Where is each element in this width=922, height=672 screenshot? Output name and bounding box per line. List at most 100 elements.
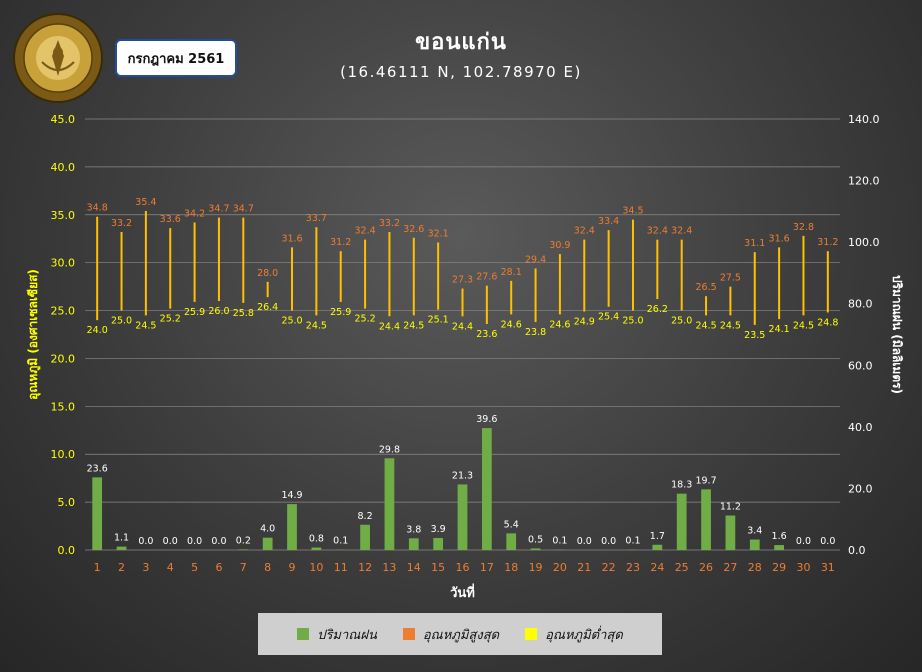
x-tick-label: 3: [142, 561, 149, 574]
y-right-tick-label: 60.0: [848, 359, 873, 372]
x-tick-label: 6: [215, 561, 222, 574]
rain-bar: [774, 545, 784, 550]
max-temp-label: 32.4: [671, 226, 692, 237]
y-left-tick-label: 45.0: [51, 113, 76, 126]
y-right-tick-label: 140.0: [848, 113, 880, 126]
month-label: กรกฎาคม 2561: [115, 39, 237, 77]
rain-bar: [238, 549, 249, 550]
rain-data-label: 3.4: [747, 526, 762, 537]
legend-item-min-temp: อุณหภูมิต่ำสุด: [525, 624, 623, 645]
rain-data-label: 3.9: [431, 524, 446, 535]
max-temp-label: 34.7: [208, 204, 229, 215]
y-right-tick-label: 120.0: [848, 175, 880, 188]
min-temp-label: 26.4: [257, 302, 278, 313]
rain-bar: [262, 537, 273, 550]
y-left-tick-label: 15.0: [51, 400, 76, 413]
y-left-tick-label: 0.0: [58, 544, 76, 557]
rain-bar: [652, 544, 663, 550]
min-temp-label: 24.5: [793, 320, 814, 331]
rain-data-label: 1.1: [114, 533, 129, 544]
min-temp-label: 24.4: [379, 321, 400, 332]
legend-swatch-max-temp: [402, 628, 415, 640]
rain-data-label: 0.2: [236, 535, 251, 546]
min-temp-label: 25.9: [184, 307, 205, 318]
rain-bar: [725, 515, 736, 550]
min-temp-label: 23.8: [525, 327, 546, 338]
x-tick-label: 23: [626, 561, 640, 574]
x-tick-label: 25: [675, 561, 689, 574]
min-temp-label: 24.5: [720, 320, 741, 331]
rain-bar: [92, 477, 103, 550]
max-temp-label: 26.5: [695, 282, 716, 293]
min-temp-label: 24.0: [87, 325, 108, 336]
rain-data-label: 8.2: [358, 511, 373, 522]
rain-data-label: 0.0: [163, 536, 178, 547]
min-temp-label: 26.2: [647, 304, 668, 315]
max-temp-label: 32.4: [574, 226, 595, 237]
y-right-tick-label: 100.0: [848, 236, 880, 249]
rain-data-label: 5.4: [504, 519, 519, 530]
rain-data-label: 0.5: [528, 534, 543, 545]
y-left-tick-label: 35.0: [51, 209, 76, 222]
min-temp-label: 25.2: [355, 314, 376, 325]
x-tick-label: 19: [529, 561, 543, 574]
max-temp-label: 33.7: [306, 213, 327, 224]
x-tick-label: 21: [577, 561, 591, 574]
min-temp-label: 24.6: [549, 319, 570, 330]
x-tick-label: 2: [118, 561, 125, 574]
min-temp-label: 25.8: [233, 308, 254, 319]
y-left-tick-label: 25.0: [51, 305, 76, 318]
min-temp-label: 24.5: [695, 320, 716, 331]
max-temp-label: 28.0: [257, 268, 278, 279]
min-temp-label: 25.9: [330, 307, 351, 318]
min-temp-label: 25.0: [671, 316, 692, 327]
min-temp-label: 26.0: [208, 306, 229, 317]
rain-data-label: 0.0: [138, 536, 153, 547]
rain-bar: [408, 538, 419, 550]
x-tick-label: 9: [289, 561, 296, 574]
x-tick-label: 12: [358, 561, 372, 574]
x-tick-label: 22: [602, 561, 616, 574]
rain-data-label: 19.7: [695, 475, 716, 486]
min-temp-label: 24.6: [501, 319, 522, 330]
y-left-tick-label: 40.0: [51, 161, 76, 174]
rain-bar: [481, 428, 492, 550]
legend-swatch-min-temp: [525, 628, 538, 640]
legend-item-rain: ปริมาณฝน: [297, 624, 377, 645]
x-axis-title: วันที่: [450, 583, 475, 601]
min-temp-label: 24.5: [403, 320, 424, 331]
legend-swatch-rain: [297, 628, 310, 640]
x-tick-label: 14: [407, 561, 421, 574]
x-tick-label: 13: [382, 561, 396, 574]
legend-item-max-temp: อุณหภูมิสูงสุด: [402, 624, 500, 645]
rain-data-label: 0.1: [625, 536, 640, 547]
rain-bar: [433, 537, 444, 550]
x-tick-label: 24: [650, 561, 664, 574]
y-left-tick-label: 30.0: [51, 257, 76, 270]
x-tick-label: 29: [772, 561, 786, 574]
rain-bar: [287, 504, 297, 550]
min-temp-label: 23.6: [476, 329, 497, 340]
legend-label-max-temp: อุณหภูมิสูงสุด: [422, 627, 500, 643]
rain-data-label: 18.3: [671, 480, 692, 491]
x-tick-label: 28: [748, 561, 762, 574]
max-temp-label: 35.4: [135, 197, 156, 208]
min-temp-label: 25.1: [428, 315, 449, 326]
min-temp-label: 25.0: [281, 316, 302, 327]
rain-data-label: 0.0: [796, 536, 811, 547]
x-tick-label: 10: [309, 561, 323, 574]
max-temp-label: 32.4: [355, 226, 376, 237]
max-temp-label: 31.6: [769, 233, 790, 244]
min-temp-label: 24.1: [769, 324, 790, 335]
rain-bar: [384, 458, 395, 550]
rain-data-label: 0.0: [601, 536, 616, 547]
legend-label-rain: ปริมาณฝน: [317, 627, 377, 643]
min-temp-label: 24.4: [452, 321, 473, 332]
rain-data-label: 0.1: [333, 536, 348, 547]
max-temp-label: 32.8: [793, 222, 814, 233]
weather-chart: 0.05.010.015.020.025.030.035.040.045.00.…: [26, 113, 880, 601]
rain-data-label: 1.7: [650, 531, 665, 542]
rain-data-label: 0.1: [552, 536, 567, 547]
max-temp-label: 27.6: [476, 272, 497, 283]
max-temp-label: 34.2: [184, 208, 205, 219]
